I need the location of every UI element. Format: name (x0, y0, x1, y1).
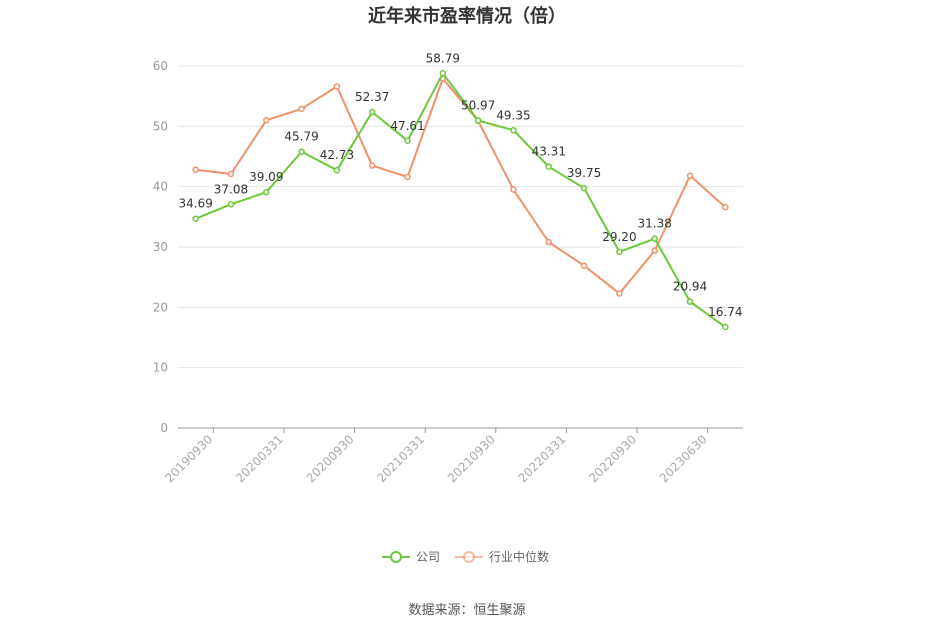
industry-median-point[interactable] (616, 290, 623, 297)
industry-median-point[interactable] (580, 262, 588, 269)
x-tick-label: 20200930 (304, 432, 357, 485)
industry-median-point[interactable] (263, 117, 270, 124)
company-point[interactable] (192, 215, 199, 222)
legend-item-company[interactable]: 公司 (382, 550, 440, 564)
industry-median-point[interactable] (545, 238, 553, 246)
company-point[interactable] (722, 323, 729, 331)
industry-median-point[interactable] (651, 247, 658, 254)
company-point[interactable] (227, 201, 235, 208)
company-data-label: 45.79 (284, 130, 318, 144)
company-data-label: 31.38 (638, 217, 672, 231)
company-data-label: 58.79 (426, 51, 460, 65)
x-tick-label: 20200331 (233, 432, 286, 485)
company-data-label: 29.20 (602, 230, 636, 244)
company-data-label: 47.61 (390, 119, 424, 133)
x-tick-label: 20220930 (586, 432, 639, 485)
x-tick-label: 20210930 (445, 432, 498, 485)
company-point[interactable] (580, 184, 588, 192)
y-axis-ticks: 0 10 20 30 40 50 60 (153, 59, 168, 435)
industry-median-point[interactable] (686, 172, 694, 180)
industry-median-point[interactable] (298, 105, 305, 113)
y-tick-label: 0 (160, 421, 168, 435)
company-point[interactable] (368, 108, 376, 116)
company-data-label: 39.75 (567, 166, 601, 180)
company-point[interactable] (404, 137, 411, 145)
company-point[interactable] (616, 248, 623, 256)
company-data-label: 20.94 (673, 280, 707, 294)
y-tick-label: 30 (153, 240, 168, 254)
company-data-label: 52.37 (355, 90, 389, 104)
company-point[interactable] (686, 298, 694, 305)
industry-median-point[interactable] (368, 162, 376, 169)
chart-title: 近年来市盈率情况（倍） (368, 5, 566, 27)
x-tick-label: 20210331 (374, 432, 427, 485)
company-data-label: 42.73 (320, 148, 354, 162)
company-line (195, 72, 726, 328)
y-tick-label: 60 (153, 59, 168, 73)
company-point[interactable] (333, 166, 341, 174)
company-point[interactable] (439, 70, 447, 77)
y-tick-label: 10 (153, 361, 168, 375)
legend-company-marker (390, 551, 402, 563)
x-tick-label: 20220331 (515, 432, 568, 485)
industry-median-point[interactable] (192, 166, 199, 174)
x-axis-ticks: 20190930 20200331 20200930 20210331 20210930… (162, 428, 710, 485)
y-tick-label: 40 (153, 180, 168, 194)
y-tick-label: 50 (153, 119, 168, 133)
company-data-label: 34.69 (178, 197, 212, 211)
company-point[interactable] (474, 117, 482, 124)
industry-median-point[interactable] (227, 170, 235, 178)
company-point[interactable] (510, 127, 517, 134)
company-point[interactable] (651, 235, 658, 242)
company-data-label: 50.97 (461, 98, 495, 112)
company-data-label: 16.74 (708, 305, 742, 319)
legend-item-industry-median[interactable]: 行业中位数 (455, 549, 549, 564)
source-text: 数据来源：恒生聚源 (408, 603, 525, 618)
legend[interactable]: 公司 行业中位数 (382, 549, 549, 564)
industry-median-point[interactable] (333, 83, 341, 90)
series-company (192, 70, 729, 331)
industry-median-point[interactable] (510, 186, 517, 193)
x-tick-label: 20230630 (657, 432, 710, 485)
company-data-label: 37.08 (214, 182, 248, 196)
x-tick-label: 20190930 (162, 432, 215, 485)
company-data-label: 49.35 (496, 108, 530, 122)
industry-median-line (195, 77, 727, 295)
industry-median-point[interactable] (404, 173, 411, 181)
legend-industry-marker (463, 551, 475, 563)
company-data-label: 43.31 (532, 145, 566, 159)
company-point[interactable] (263, 188, 270, 196)
industry-median-point[interactable] (722, 203, 729, 211)
legend-company-label: 公司 (416, 550, 440, 564)
company-point[interactable] (545, 163, 553, 170)
y-tick-label: 20 (153, 300, 168, 314)
company-point[interactable] (298, 148, 305, 155)
legend-industry-label: 行业中位数 (489, 549, 549, 564)
company-data-label: 39.09 (249, 170, 283, 184)
